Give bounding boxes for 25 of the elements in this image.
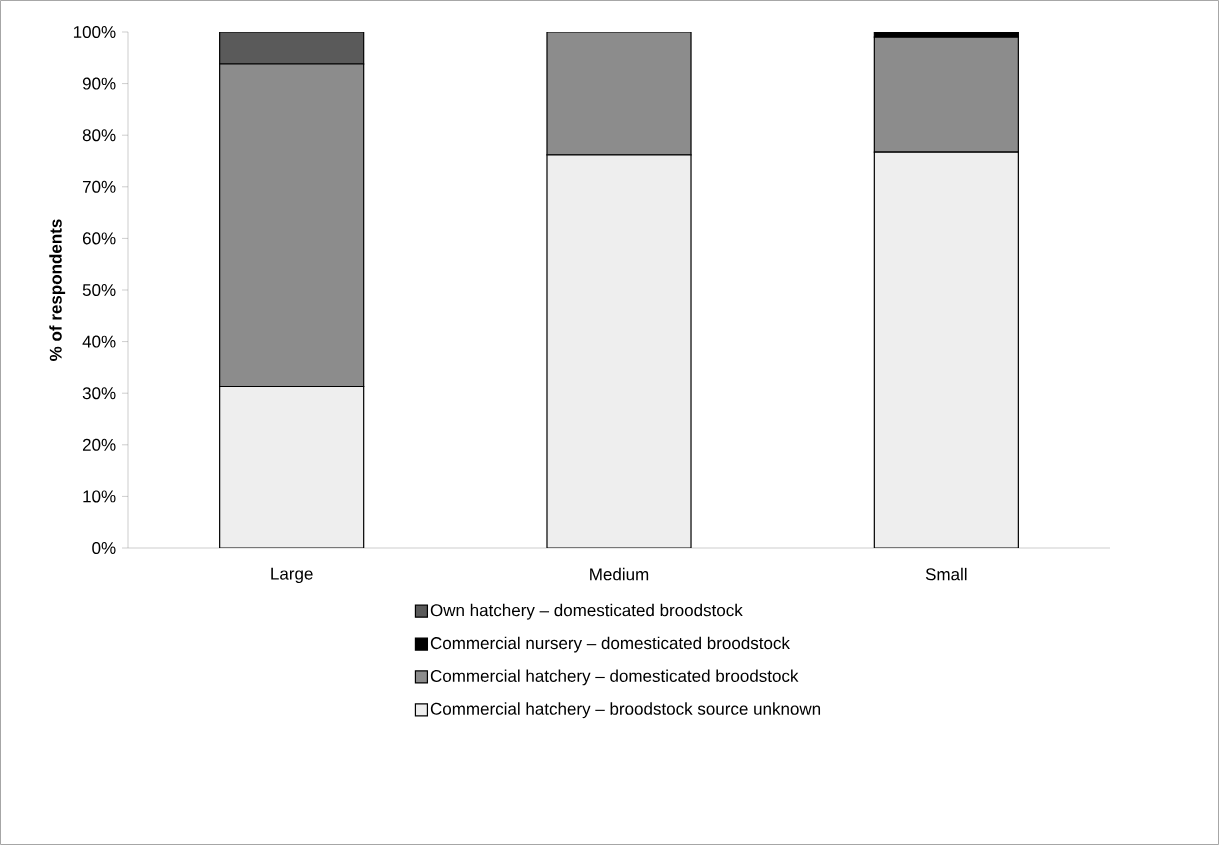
x-tick-label: Large	[271, 567, 313, 584]
y-tick-label: 20%	[82, 438, 116, 451]
y-tick-label: 0%	[92, 541, 116, 555]
y-tick-label: 90%	[82, 77, 116, 90]
y-tick-label: 70%	[82, 180, 116, 193]
legend-label: Commercial nursery – domesticated broodstock	[430, 636, 790, 653]
bar	[546, 154, 692, 548]
x-tick-label: Small	[925, 567, 967, 581]
bar	[219, 63, 365, 388]
y-axis-title: % of respondents	[49, 219, 66, 361]
x-tick-label: Medium	[590, 567, 649, 581]
legend-label: Commercial hatchery – broodstock source unknown	[430, 702, 821, 719]
bar	[546, 31, 692, 156]
y-tick-label: 10%	[83, 490, 116, 503]
y-tick-label: 30%	[82, 387, 116, 400]
y-tick-label: 100%	[73, 25, 116, 39]
legend-label: Own hatchery – domesticated broodstock	[430, 603, 743, 620]
bar	[873, 36, 1019, 153]
legend-label: Commercial hatchery – domesticated broodstock	[430, 669, 799, 686]
y-tick-label: 40%	[82, 335, 116, 348]
y-tick-label: 50%	[82, 283, 116, 297]
y-tick-label: 60%	[82, 232, 116, 245]
y-tick-label: 80%	[82, 129, 116, 142]
bar	[219, 385, 365, 548]
bar	[873, 151, 1019, 548]
